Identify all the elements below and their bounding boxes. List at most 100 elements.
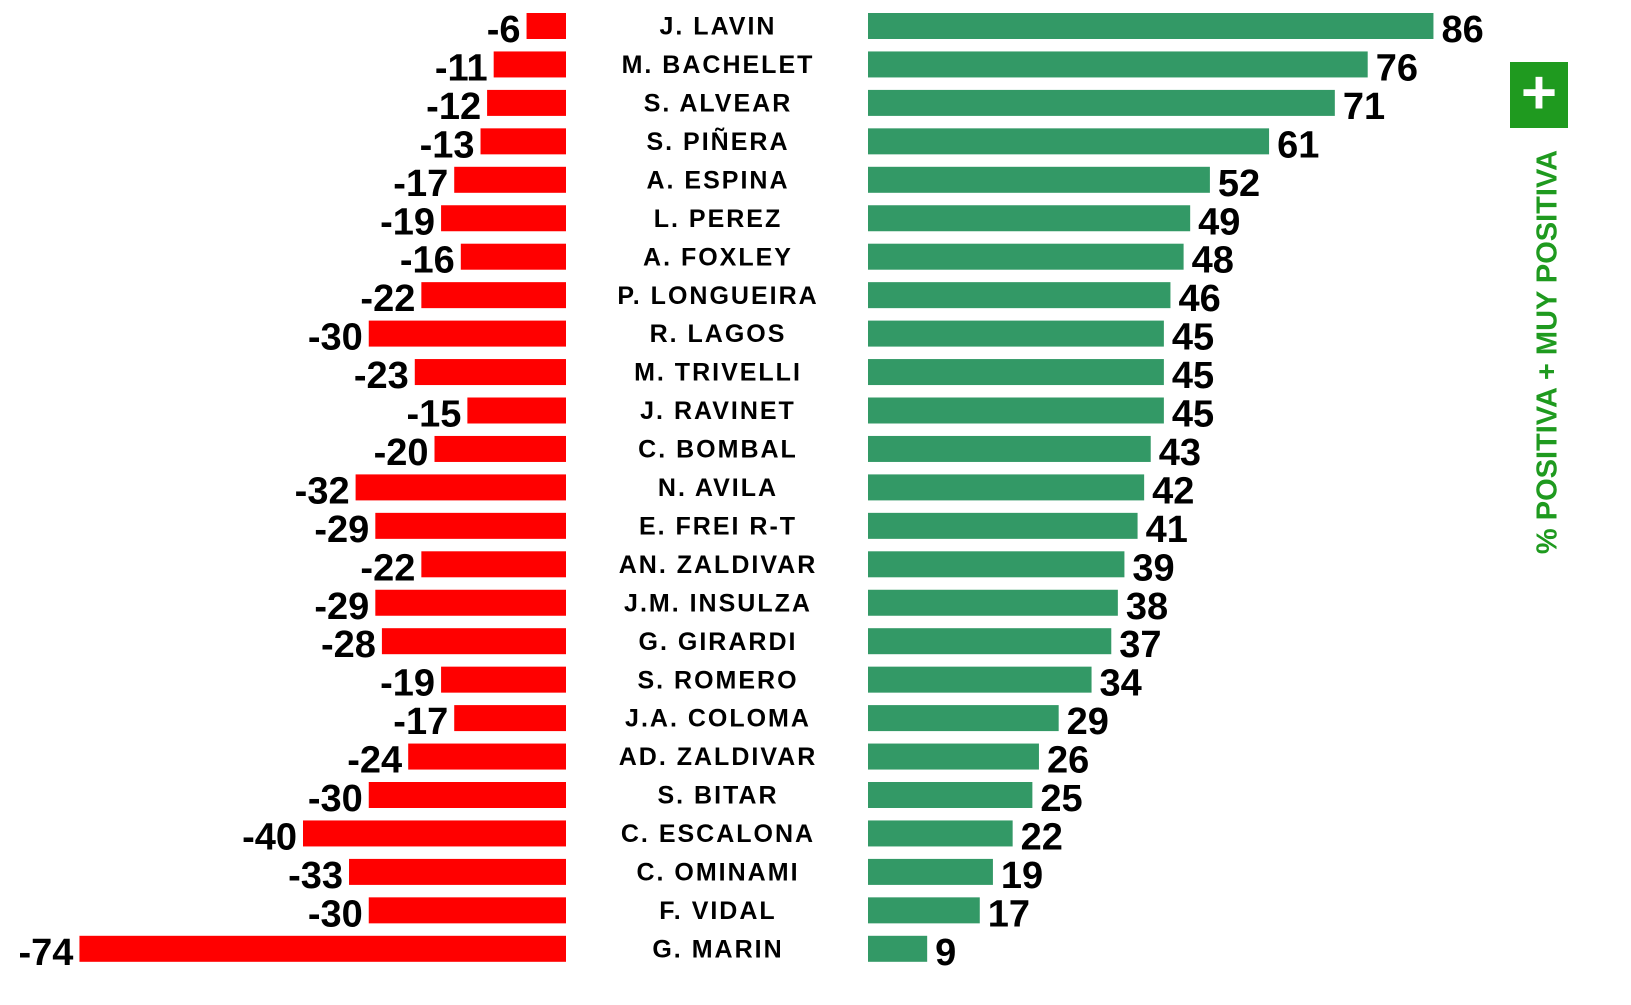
bar (868, 474, 1145, 501)
bar (868, 743, 1039, 770)
value-label: -23 (354, 355, 409, 397)
bar (868, 666, 1092, 693)
category-label: S. ALVEAR (644, 90, 793, 118)
bar (868, 858, 993, 885)
bar (441, 666, 566, 693)
bar (868, 205, 1191, 232)
category-label: N. AVILA (658, 474, 778, 502)
value-label: -19 (380, 201, 435, 243)
category-label: J.M. INSULZA (624, 589, 812, 617)
bar (493, 51, 566, 78)
bar (441, 205, 566, 232)
value-label: 25 (1040, 778, 1082, 820)
value-label: 49 (1198, 201, 1240, 243)
value-label: -74 (19, 932, 74, 974)
value-label: 86 (1441, 9, 1483, 51)
category-label: AN. ZALDIVAR (619, 551, 818, 579)
value-label: 39 (1132, 547, 1174, 589)
badge-box (1510, 62, 1568, 128)
badge: + (1521, 58, 1557, 127)
value-label: -29 (314, 509, 369, 551)
value-label: 48 (1192, 240, 1234, 282)
value-label: 34 (1100, 663, 1142, 705)
bar (355, 474, 566, 501)
value-label: -16 (400, 240, 455, 282)
category-label: J.A. COLOMA (625, 705, 811, 733)
value-label: -22 (360, 278, 415, 320)
value-label: 26 (1047, 740, 1089, 782)
bar (421, 282, 566, 309)
bar (868, 705, 1059, 732)
bar (368, 782, 566, 808)
bar (381, 628, 566, 655)
value-label: -33 (288, 855, 343, 897)
value-label: 76 (1376, 47, 1418, 89)
value-label: -29 (314, 586, 369, 628)
category-label: L. PEREZ (654, 205, 783, 233)
bar (868, 397, 1164, 424)
bar (868, 166, 1210, 193)
value-label: 71 (1343, 86, 1385, 128)
bar (868, 359, 1164, 386)
value-label: -17 (393, 163, 448, 205)
category-label: G. GIRARDI (639, 628, 798, 656)
bar (408, 743, 566, 770)
value-label: 52 (1218, 163, 1260, 205)
bar (368, 320, 566, 347)
value-label: -6 (487, 9, 521, 51)
value-label: 42 (1152, 470, 1194, 512)
value-label: -24 (347, 740, 402, 782)
bar (868, 89, 1335, 116)
bar (868, 551, 1125, 578)
bar (454, 166, 566, 193)
category-label: C. BOMBAL (638, 436, 798, 464)
value-label: -30 (308, 778, 363, 820)
bar (868, 935, 928, 962)
value-label: 46 (1178, 278, 1220, 320)
bar (349, 858, 566, 885)
value-label: -30 (308, 893, 363, 935)
bar (868, 320, 1164, 347)
value-label: 45 (1172, 394, 1214, 436)
category-label: S. PIÑERA (646, 126, 789, 156)
bar (526, 13, 566, 39)
bar (868, 820, 1013, 847)
category-label: A. ESPINA (646, 166, 789, 194)
value-label: -32 (295, 470, 350, 512)
value-label: -17 (393, 701, 448, 743)
value-label: -13 (420, 124, 475, 166)
value-label: -20 (374, 432, 429, 474)
value-label: 41 (1146, 509, 1188, 551)
bar (454, 705, 566, 732)
bar (487, 89, 566, 116)
category-label: AD. ZALDIVAR (619, 743, 818, 771)
bar (868, 589, 1118, 616)
value-label: 43 (1159, 432, 1201, 474)
category-label: S. ROMERO (637, 666, 798, 694)
value-label: 17 (988, 893, 1030, 935)
value-label: -22 (360, 547, 415, 589)
category-label: M. BACHELET (622, 51, 815, 79)
value-label: 22 (1021, 816, 1063, 858)
category-label: R. LAGOS (650, 320, 787, 348)
value-label: 9 (935, 932, 956, 974)
bar (467, 397, 566, 424)
value-label: -28 (321, 624, 376, 666)
value-label: 45 (1172, 355, 1214, 397)
category-label: J. RAVINET (640, 397, 796, 425)
category-label: G. MARIN (652, 935, 783, 963)
value-label: -11 (435, 47, 488, 89)
bar (868, 282, 1171, 309)
bar (868, 628, 1112, 655)
bar (868, 243, 1184, 270)
bar (421, 551, 566, 578)
category-label: J. LAVIN (660, 13, 777, 41)
value-label: 29 (1067, 701, 1109, 743)
bar (868, 128, 1270, 155)
bar (868, 897, 980, 924)
category-label: A. FOXLEY (643, 243, 793, 271)
category-label: C. ESCALONA (621, 820, 815, 848)
category-label: E. FREI R-T (639, 512, 797, 540)
